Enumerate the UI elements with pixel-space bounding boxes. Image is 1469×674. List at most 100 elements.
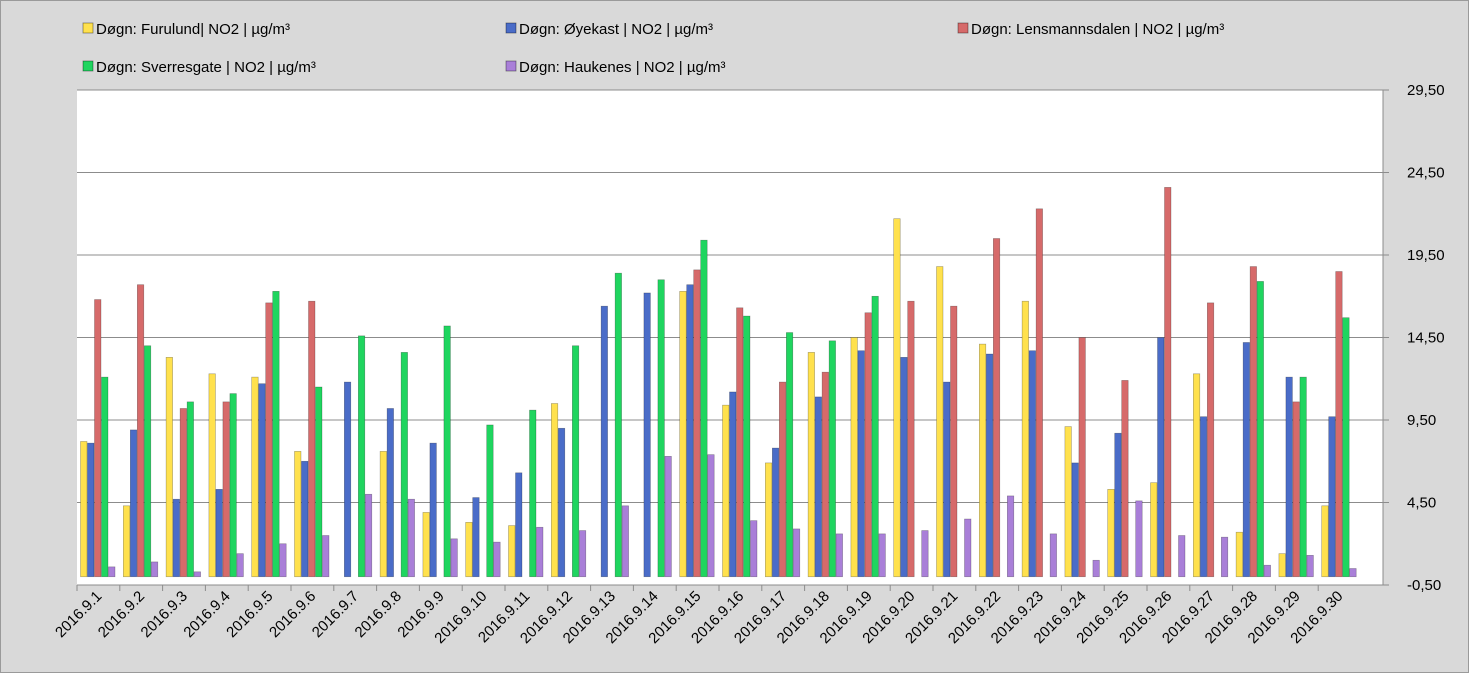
bar-5-2016-9-17 [792, 528, 801, 578]
bar-1-2016-9-3 [165, 356, 173, 578]
y-tick-label: -0,50 [1407, 577, 1441, 594]
bar-3-2016-9-5 [265, 302, 273, 578]
bar-1-2016-9-21 [936, 266, 944, 578]
x-tick-label: 2016.9.6 [266, 588, 319, 641]
bar-4-2016-9-6 [315, 386, 323, 578]
bar-4-2016-9-14 [657, 279, 665, 578]
bar-1-2016-9-12 [550, 403, 559, 578]
bar-2-2016-9-10 [472, 497, 480, 578]
bar-2-2016-9-15 [686, 284, 694, 578]
bar-2-2016-9-16 [729, 391, 737, 578]
bar-5-2016-9-19 [878, 533, 886, 578]
bar-4-2016-9-1 [101, 376, 109, 578]
bar-5-2016-9-14 [664, 455, 672, 578]
bar-4-2016-9-16 [743, 315, 751, 578]
bar-1-2016-9-25 [1107, 488, 1115, 578]
bar-4-2016-9-13 [614, 272, 622, 578]
bar-5-2016-9-30 [1349, 568, 1357, 578]
bar-5-2016-9-25 [1135, 500, 1143, 578]
y-tick-label: 24,50 [1407, 165, 1445, 182]
legend-swatch-1 [82, 22, 94, 34]
bar-1-2016-9-5 [251, 376, 259, 578]
x-tick-label: 2016.9.1 [52, 588, 105, 641]
bar-3-2016-9-26 [1164, 187, 1172, 578]
bar-4-2016-9-7 [357, 335, 366, 578]
bar-3-2016-9-29 [1292, 401, 1300, 578]
bar-2-2016-9-12 [557, 427, 566, 578]
bar-5-2016-9-18 [835, 533, 843, 578]
bar-2-2016-9-1 [87, 442, 95, 578]
bar-3-2016-9-6 [308, 300, 316, 578]
bar-5-2016-9-29 [1306, 554, 1314, 578]
bar-3-2016-9-17 [778, 381, 787, 578]
bar-1-2016-9-10 [465, 521, 473, 578]
legend-label-2: Døgn: Øyekast | NO2 | µg/m³ [519, 21, 713, 38]
bar-2-2016-9-14 [643, 292, 651, 578]
bar-5-2016-9-6 [322, 535, 330, 578]
bar-1-2016-9-9 [422, 512, 430, 578]
bar-1-2016-9-27 [1193, 373, 1201, 578]
bar-3-2016-9-3 [179, 408, 187, 578]
bar-4-2016-9-29 [1299, 376, 1307, 578]
bar-4-2016-9-4 [229, 393, 237, 578]
bar-5-2016-9-26 [1178, 535, 1186, 578]
bar-5-2016-9-3 [193, 571, 201, 578]
bar-2-2016-9-24 [1071, 462, 1079, 578]
bar-3-2016-9-21 [950, 305, 958, 578]
bar-1-2016-9-26 [1150, 482, 1158, 578]
legend-label-3: Døgn: Lensmannsdalen | NO2 | µg/m³ [971, 21, 1224, 38]
bar-3-2016-9-16 [736, 307, 744, 578]
bar-2-2016-9-21 [943, 381, 951, 578]
bar-1-2016-9-29 [1278, 553, 1286, 578]
legend-swatch-3 [957, 22, 969, 34]
bar-5-2016-9-2 [151, 561, 159, 578]
legend-swatch-2 [505, 22, 517, 34]
bar-3-2016-9-20 [907, 300, 915, 578]
bar-2-2016-9-23 [1028, 350, 1036, 578]
y-tick-label: 19,50 [1407, 247, 1445, 264]
bar-1-2016-9-6 [294, 451, 302, 578]
bar-3-2016-9-30 [1335, 271, 1343, 578]
bar-4-2016-9-15 [700, 239, 708, 578]
bar-3-2016-9-23 [1035, 208, 1043, 578]
bar-5-2016-9-15 [707, 454, 715, 578]
bar-1-2016-9-30 [1321, 505, 1329, 578]
bar-2-2016-9-8 [386, 408, 394, 578]
bar-1-2016-9-8 [379, 451, 387, 578]
x-tick-label: 2016.9.2 [95, 588, 148, 641]
bar-3-2016-9-27 [1207, 302, 1215, 578]
bar-4-2016-9-28 [1256, 281, 1264, 578]
bar-2-2016-9-29 [1285, 376, 1293, 578]
bar-5-2016-9-12 [578, 530, 587, 578]
bar-2-2016-9-22 [985, 353, 994, 578]
bar-4-2016-9-5 [272, 290, 280, 578]
bar-1-2016-9-4 [208, 373, 216, 578]
bar-1-2016-9-2 [123, 505, 131, 578]
bar-3-2016-9-25 [1121, 380, 1129, 578]
bar-2-2016-9-2 [130, 429, 138, 578]
bar-2-2016-9-4 [215, 488, 223, 578]
legend-label-5: Døgn: Haukenes | NO2 | µg/m³ [519, 59, 726, 76]
bar-5-2016-9-24 [1092, 559, 1100, 578]
bar-2-2016-9-9 [429, 442, 437, 578]
bar-4-2016-9-19 [871, 295, 879, 578]
bar-2-2016-9-27 [1200, 416, 1208, 578]
y-tick-label: 4,50 [1407, 495, 1436, 512]
bar-4-2016-9-9 [443, 325, 451, 578]
x-tick-label: 2016.9.5 [223, 588, 276, 641]
bar-4-2016-9-10 [486, 424, 494, 578]
bar-2-2016-9-19 [857, 350, 865, 578]
bar-1-2016-9-24 [1064, 426, 1072, 578]
bar-4-2016-9-17 [785, 332, 794, 578]
bar-5-2016-9-22 [1006, 495, 1015, 578]
bar-3-2016-9-1 [94, 299, 102, 578]
bar-2-2016-9-28 [1242, 342, 1250, 578]
legend-swatch-5 [505, 60, 517, 72]
bar-5-2016-9-7 [364, 493, 373, 578]
bar-3-2016-9-2 [137, 284, 145, 578]
y-tick-label: 29,50 [1407, 82, 1445, 99]
bar-5-2016-9-13 [621, 505, 629, 578]
bar-4-2016-9-3 [186, 401, 194, 578]
bar-4-2016-9-12 [571, 345, 580, 578]
bar-3-2016-9-24 [1078, 337, 1086, 578]
